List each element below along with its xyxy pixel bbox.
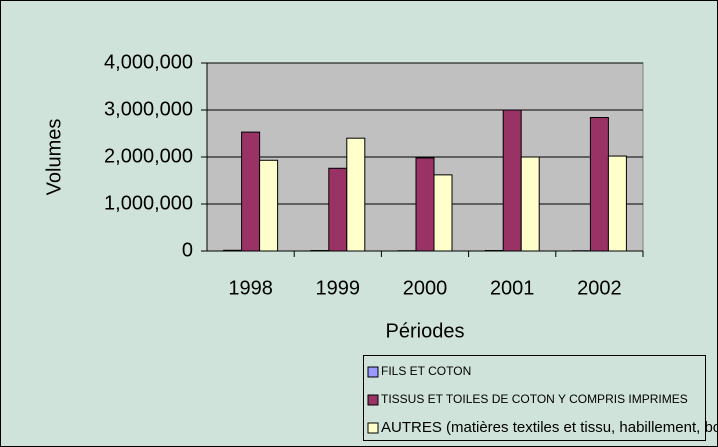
legend-label: FILS ET COTON (381, 364, 471, 378)
y-tick-label: 0 (182, 239, 193, 261)
bar (415, 157, 435, 252)
bar (607, 155, 627, 252)
x-tick-label: 2002 (577, 277, 622, 299)
bar (433, 174, 453, 252)
legend-label: AUTRES (matières textiles et tissu, habi… (381, 419, 718, 436)
legend-swatch (367, 422, 379, 434)
x-axis-title: Périodes (386, 320, 465, 342)
legend-swatch (367, 394, 379, 406)
legend-label: TISSUS ET TOILES DE COTON Y COMPRIS IMPR… (381, 392, 688, 406)
y-tick-label: 2,000,000 (104, 145, 193, 167)
bar (328, 167, 348, 252)
x-tick-label: 1999 (316, 277, 361, 299)
x-tick-label: 1998 (228, 277, 273, 299)
legend-swatch (367, 366, 379, 378)
x-tick-label: 2001 (490, 277, 535, 299)
x-tick-label: 2000 (403, 277, 448, 299)
bar (502, 109, 522, 252)
bar (223, 249, 243, 252)
bar (241, 131, 261, 252)
y-tick-label: 3,000,000 (104, 98, 193, 120)
bar (520, 156, 540, 252)
y-axis-title: Volumes (43, 119, 65, 196)
y-tick-label: 4,000,000 (104, 51, 193, 73)
y-tick-label: 1,000,000 (104, 192, 193, 214)
bar (589, 117, 609, 252)
legend (363, 355, 706, 441)
bar (346, 137, 366, 252)
bar (259, 159, 279, 252)
